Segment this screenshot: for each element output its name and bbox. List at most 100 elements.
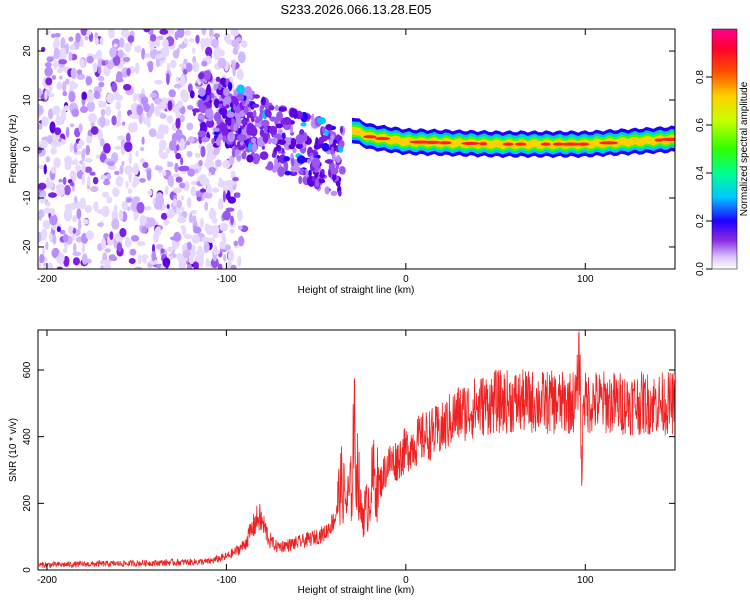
spectrogram-blob [196, 249, 205, 258]
spectrogram-blob [229, 228, 235, 234]
spectrogram-blob [330, 146, 335, 157]
spectrogram-blob [135, 150, 139, 157]
spectrogram-blob [111, 152, 119, 164]
spectrogram-blob [254, 118, 261, 123]
spectrogram-blob [330, 133, 335, 141]
spectrogram-blob [62, 81, 67, 93]
spectrogram-blob [162, 170, 167, 176]
spectrogram-blob [205, 258, 210, 268]
spectrogram-blob [217, 180, 227, 188]
spectrogram-blob [90, 185, 99, 193]
spectrogram-blob [197, 114, 207, 120]
spectrogram-blob [69, 44, 76, 51]
spectrogram-blob [198, 159, 203, 167]
spectrogram-blob [198, 104, 208, 114]
spectrogram-blob [103, 143, 111, 154]
spectrogram-blob [166, 208, 175, 219]
spectrogram-blob [98, 81, 105, 88]
spectrogram-blob [212, 127, 221, 132]
spectrogram-blob [69, 103, 76, 110]
spectrogram-blob [38, 146, 43, 154]
spectrogram-blob [67, 225, 74, 233]
spectrogram-blob [136, 241, 146, 247]
spectrogram-blob [114, 145, 122, 150]
y-tick-label: -10 [22, 190, 33, 205]
spectrogram-blob [148, 128, 157, 138]
spectrogram-blob [155, 56, 160, 68]
spectrogram-blob [59, 229, 66, 235]
spectrogram-blob [63, 255, 70, 268]
spectrogram-blob [158, 124, 167, 136]
spectrogram-blob [48, 83, 53, 94]
spectrogram-blob [58, 59, 68, 65]
x-tick-label: 0 [403, 274, 409, 285]
spectrogram-blob [38, 182, 47, 190]
spectrogram-blob [167, 246, 174, 253]
colorbar-ticks: 0.0 0.2 0.4 0.6 0.8 [695, 70, 712, 276]
spectrogram-blob [182, 249, 191, 259]
spectrogram-blob [64, 155, 73, 164]
spectrogram-blob [175, 176, 183, 183]
spectrogram-blob [43, 164, 47, 175]
spectrogram-blob [165, 147, 171, 154]
spectrogram-blob [70, 67, 77, 80]
spectrogram-blob [232, 176, 239, 182]
spectrogram-blob [335, 154, 341, 164]
spectrogram-blob [211, 225, 220, 234]
spectrogram-blob [129, 248, 137, 256]
spectrogram-blob [236, 115, 241, 124]
spectrogram-blob [121, 121, 126, 126]
spectrogram-blob [282, 117, 292, 125]
spectrogram-x-label: Height of straight line (km) [298, 285, 415, 296]
spectrogram-blob [105, 59, 109, 65]
spectrogram-blob [208, 172, 212, 177]
spectrogram-blob [96, 208, 106, 214]
colorbar-label: Normalized spectral amplitude [739, 81, 750, 216]
spectrogram-blob [72, 227, 77, 234]
spectrogram-blob [293, 165, 301, 172]
spectrogram-blob [288, 144, 295, 150]
spectrogram-blob [64, 203, 73, 211]
spectrogram-blob [179, 63, 186, 68]
spectrogram-blob [56, 81, 63, 91]
colorbar-tick-label: 0.0 [695, 262, 706, 276]
spectrogram-blob [185, 62, 193, 73]
spectrogram-blob [125, 180, 129, 189]
spectrogram-blob [72, 215, 78, 223]
spectrogram-blob [224, 118, 230, 124]
spectrogram-blob [240, 40, 248, 48]
spectrogram-blob [56, 68, 63, 74]
spectrogram-blob [271, 152, 277, 158]
spectrogram-blob [218, 198, 224, 210]
spectrogram-blob [331, 153, 336, 162]
spectrogram-blob [225, 260, 233, 269]
spectrogram-blob [221, 232, 226, 243]
spectrogram-blob [204, 108, 214, 119]
spectrogram-blob [219, 49, 225, 57]
spectrogram-blob [191, 61, 200, 73]
spectrogram-blob [149, 258, 159, 266]
spectrogram-blob [251, 142, 258, 153]
spectrogram-blob [45, 30, 51, 35]
spectrogram-blob [155, 243, 164, 250]
spectrogram-blob [321, 142, 330, 152]
spectrogram-blob [159, 113, 167, 119]
spectrogram-blob [241, 118, 247, 126]
spectrogram-blob [275, 144, 282, 152]
spectrogram-blob [50, 166, 57, 174]
spectrogram-blob [45, 77, 53, 86]
spectrogram-blob [206, 183, 212, 194]
spectrogram-blob [300, 122, 307, 127]
spectrogram-blob [308, 169, 312, 178]
spectrogram-blob [84, 166, 93, 173]
spectrogram-blob [188, 38, 194, 43]
spectrogram-blob [267, 161, 274, 171]
colorbar-scale [711, 28, 738, 270]
spectrogram-blob [374, 136, 391, 141]
snr-y-label: SNR (10 * v/v) [8, 418, 19, 482]
spectrogram-blob [124, 165, 133, 175]
spectrogram-blob [69, 123, 75, 128]
spectrogram-blob [116, 177, 124, 182]
spectrogram-blob [186, 263, 193, 269]
